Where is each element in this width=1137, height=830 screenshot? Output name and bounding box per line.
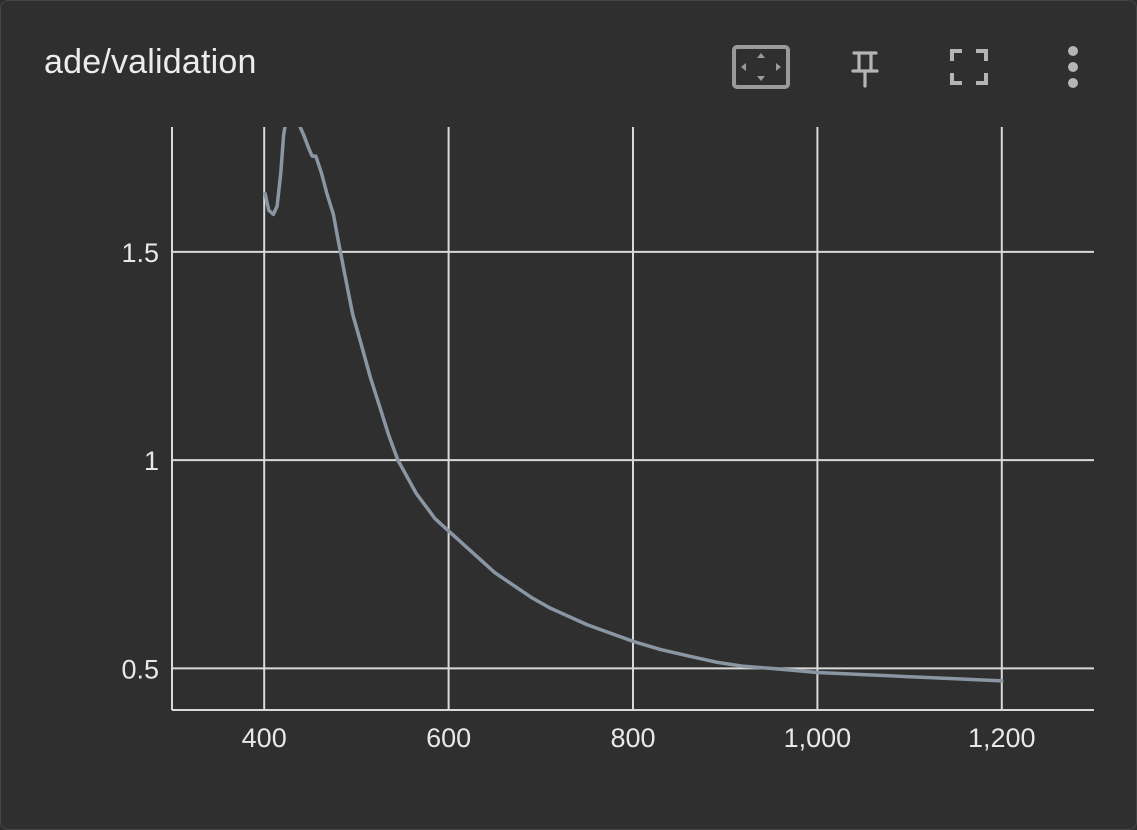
chart-grid xyxy=(171,127,1094,711)
fit-to-data-icon xyxy=(732,45,790,89)
fit-to-data-button[interactable] xyxy=(731,41,791,93)
x-tick-label: 400 xyxy=(242,723,287,753)
chart-series xyxy=(263,127,1004,683)
y-tick-label: 1 xyxy=(144,446,159,476)
fullscreen-icon xyxy=(950,49,988,85)
pin-icon xyxy=(851,51,879,88)
x-tick-label: 1,200 xyxy=(968,723,1036,753)
more-options-icon xyxy=(1068,46,1078,88)
x-tick-label: 1,000 xyxy=(784,723,852,753)
more-options-button[interactable] xyxy=(1043,41,1103,93)
pin-button[interactable] xyxy=(835,41,895,93)
series-line xyxy=(263,127,1004,683)
x-tick-label: 600 xyxy=(426,723,471,753)
y-tick-label: 0.5 xyxy=(121,654,159,684)
chart-title: ade/validation xyxy=(44,43,257,81)
chart-axes: 400 600 800 1,000 1,200 0.5 1 1.5 xyxy=(121,238,1035,753)
x-tick-label: 800 xyxy=(610,723,655,753)
y-tick-label: 1.5 xyxy=(121,238,159,268)
fullscreen-button[interactable] xyxy=(939,41,999,93)
